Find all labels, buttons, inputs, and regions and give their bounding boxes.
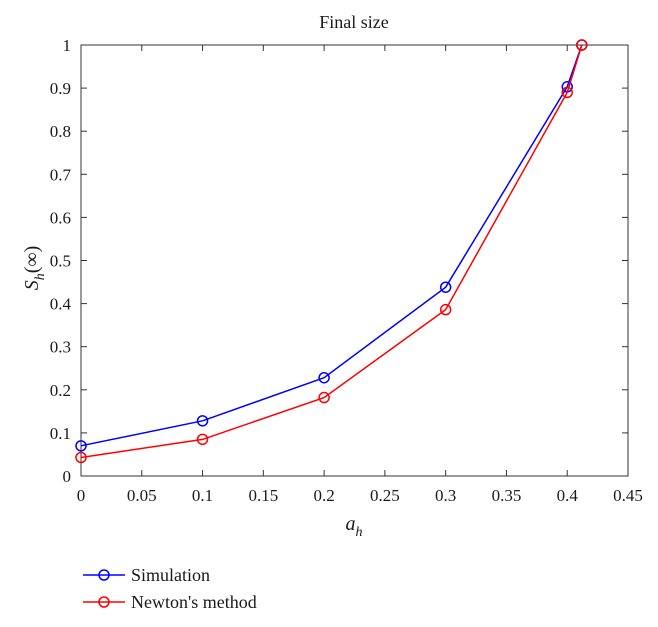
x-tick-label: 0.35 [492, 486, 522, 505]
chart-title: Final size [319, 12, 389, 32]
x-tick-label: 0.3 [435, 486, 456, 505]
x-tick-label: 0 [77, 486, 86, 505]
x-tick-label: 0.4 [557, 486, 579, 505]
x-axis-label: ah [346, 513, 363, 540]
legend-label: Simulation [131, 565, 210, 585]
x-axis-ticks: 0 0.05 0.1 0.15 0.2 0.25 0.3 0.35 0.4 0.45 [77, 45, 643, 505]
series-line [80, 44, 583, 447]
data-point [318, 371, 330, 384]
legend: Simulation Newton's method [83, 565, 257, 612]
y-tick-label: 0.1 [50, 424, 71, 443]
y-tick-label: 0 [63, 467, 72, 486]
y-tick-label: 1 [63, 36, 72, 55]
x-tick-label: 0.45 [613, 486, 643, 505]
series-layer [75, 39, 588, 464]
y-axis-label-main: S [21, 280, 43, 290]
x-tick-label: 0.25 [370, 486, 400, 505]
y-tick-label: 0.9 [50, 79, 71, 98]
data-point [75, 451, 87, 464]
y-tick-label: 0.4 [50, 295, 72, 314]
data-point [576, 39, 588, 51]
plot-area [80, 44, 629, 477]
data-point [196, 415, 209, 427]
y-tick-label: 0.6 [50, 208, 71, 227]
legend-marker [98, 596, 110, 608]
y-tick-label: 0.5 [50, 252, 71, 271]
y-axis-label-subscript: h [33, 273, 48, 280]
y-tick-label: 0.8 [50, 122, 71, 141]
y-axis-ticks: 0 0.1 0.2 0.3 0.4 0.5 0.6 0.7 0.8 0.9 1 [50, 36, 628, 486]
x-tick-label: 0.05 [127, 486, 157, 505]
series-line [80, 44, 583, 459]
x-axis-label-subscript: h [356, 525, 363, 540]
y-axis-label: Sh(∞) [21, 246, 48, 291]
y-axis-label-suffix: (∞) [21, 246, 43, 274]
data-point [439, 303, 452, 316]
x-tick-label: 0.1 [192, 486, 213, 505]
x-axis-label-main: a [346, 513, 356, 535]
legend-marker [98, 569, 110, 581]
y-tick-label: 0.7 [50, 165, 72, 184]
y-tick-label: 0.2 [50, 381, 71, 400]
y-tick-label: 0.3 [50, 338, 71, 357]
legend-label: Newton's method [131, 592, 257, 612]
series-simulation [75, 39, 588, 452]
data-point [318, 391, 330, 404]
data-point [196, 433, 209, 446]
series-newtons-method [75, 39, 588, 464]
data-point [75, 440, 87, 452]
legend-item: Newton's method [83, 592, 257, 612]
x-tick-label: 0.2 [313, 486, 334, 505]
legend-item: Simulation [83, 565, 210, 585]
data-point [561, 86, 573, 99]
data-point [439, 281, 452, 293]
x-tick-label: 0.15 [248, 486, 278, 505]
